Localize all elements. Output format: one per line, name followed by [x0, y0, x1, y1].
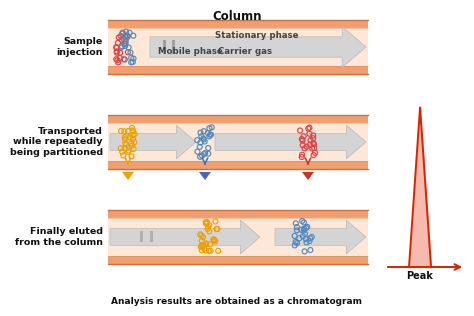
Bar	[108, 20, 368, 28]
Polygon shape	[215, 125, 366, 159]
Polygon shape	[110, 220, 260, 254]
Bar	[108, 161, 368, 169]
Bar	[150, 231, 154, 242]
Bar	[108, 218, 368, 256]
Bar	[140, 231, 144, 242]
Bar	[108, 66, 368, 74]
Text: Peak: Peak	[407, 271, 433, 281]
Bar	[172, 40, 175, 54]
Polygon shape	[122, 172, 134, 180]
Polygon shape	[302, 172, 314, 180]
Text: Mobile phase: Mobile phase	[158, 46, 223, 56]
Text: Column: Column	[212, 10, 262, 23]
Text: Stationary phase: Stationary phase	[215, 32, 299, 40]
Text: Analysis results are obtained as a chromatogram: Analysis results are obtained as a chrom…	[111, 297, 363, 306]
Bar	[163, 40, 166, 54]
Text: Transported
while repeatedly
being partitioned: Transported while repeatedly being parti…	[10, 127, 103, 157]
Bar	[108, 28, 368, 66]
Polygon shape	[150, 27, 366, 67]
Bar	[108, 256, 368, 264]
Polygon shape	[110, 125, 196, 159]
Text: Carrier gas: Carrier gas	[218, 46, 272, 56]
Bar	[108, 123, 368, 161]
Bar	[108, 115, 368, 123]
Text: Finally eluted
from the column: Finally eluted from the column	[15, 227, 103, 247]
Polygon shape	[199, 172, 211, 180]
Text: Sample
injection: Sample injection	[56, 37, 103, 57]
Polygon shape	[275, 220, 366, 254]
Bar	[108, 210, 368, 218]
